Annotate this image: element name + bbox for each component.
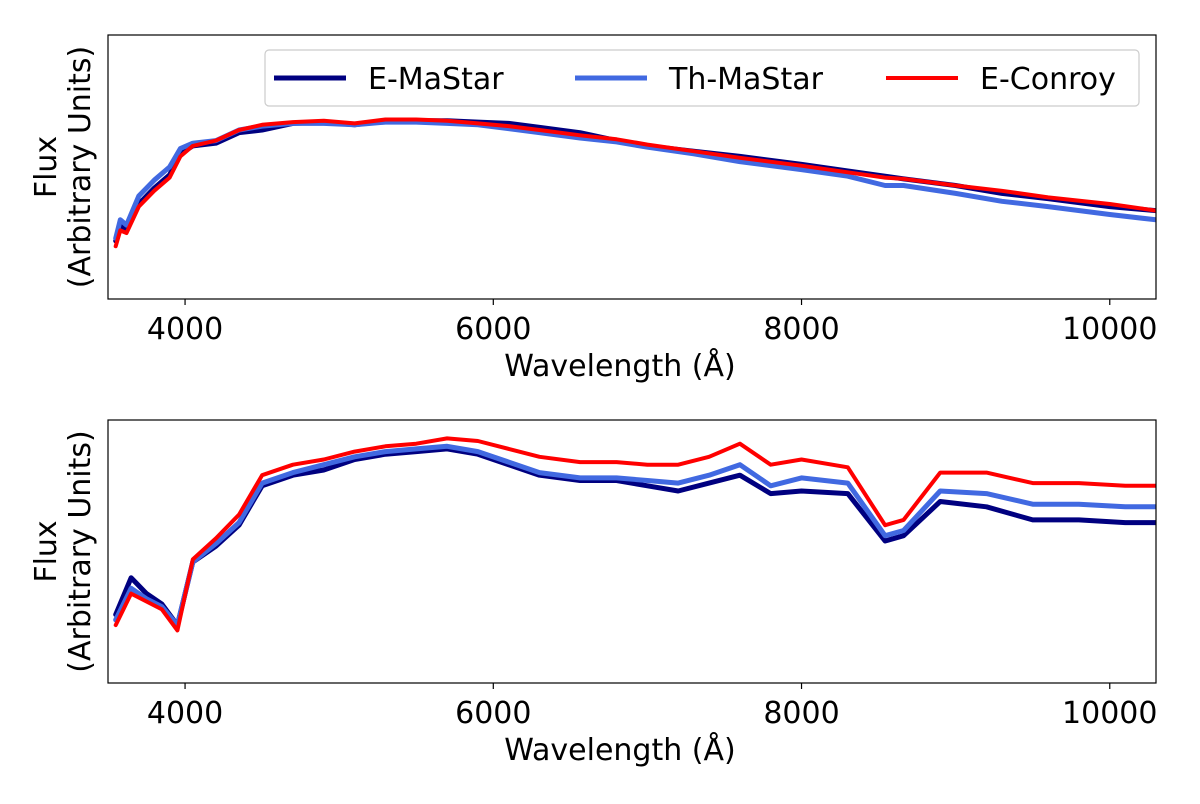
legend-label: E-MaStar [368, 62, 504, 97]
legend-label: E-Conroy [980, 62, 1116, 97]
legend-label: Th-MaStar [668, 62, 824, 97]
series-line-e-conroy [116, 120, 1156, 247]
series-line-th-mastar [116, 122, 1156, 238]
series-group [116, 119, 1156, 246]
series-line-e-conroy [116, 438, 1156, 630]
x-tick-label: 10000 [1062, 696, 1157, 731]
panel-1: 4000 6000 8000 10000 Wavelength (Å) Flux(Arbi… [29, 35, 1157, 384]
x-tick-label: 8000 [763, 696, 839, 731]
y-axis-label-line: Flux [29, 520, 64, 582]
y-axis-label: Flux(Arbitrary Units) [29, 430, 98, 672]
x-tick-label: 6000 [455, 312, 531, 347]
series-group [116, 438, 1156, 630]
x-axis-label: Wavelength (Å) [504, 732, 735, 768]
legend: E-MaStar Th-MaStar E-Conroy [265, 50, 1139, 106]
x-tick-label: 8000 [763, 312, 839, 347]
x-tick-label: 10000 [1062, 312, 1157, 347]
x-axis-label: Wavelength (Å) [504, 348, 735, 384]
x-tick-label: 4000 [147, 696, 223, 731]
x-tick-label: 4000 [147, 312, 223, 347]
y-axis-label-line: (Arbitrary Units) [63, 46, 98, 288]
panel-2: 4000 6000 8000 10000 Wavelength (Å) Flux(Arbi… [29, 420, 1157, 768]
axes-frame [108, 420, 1156, 683]
series-line-e-mastar [116, 121, 1156, 241]
y-axis-label-line: (Arbitrary Units) [63, 430, 98, 672]
y-axis-label: Flux(Arbitrary Units) [29, 46, 98, 288]
y-axis-label-line: Flux [29, 136, 64, 198]
x-tick-label: 6000 [455, 696, 531, 731]
